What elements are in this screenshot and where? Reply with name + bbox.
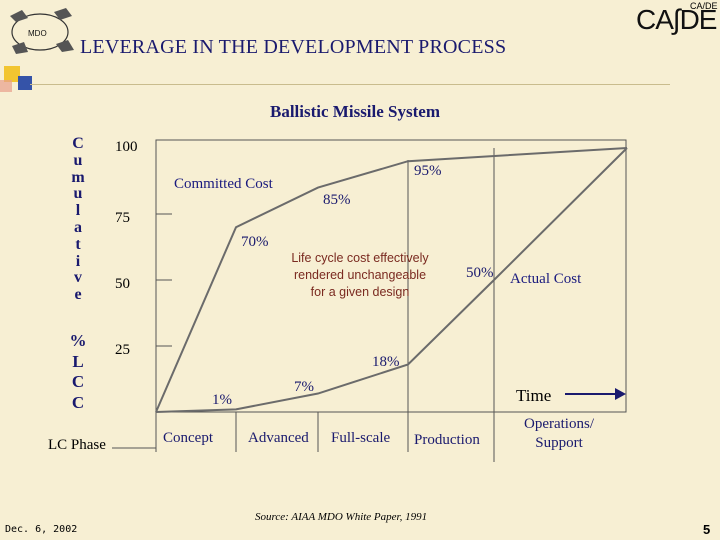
y-axis-letter: C [71, 372, 85, 391]
series-label-committed: Committed Cost [174, 176, 273, 192]
data-label-50: 50% [466, 265, 494, 281]
x-axis-phase-label: LC Phase [48, 437, 106, 453]
y-axis-label-lcc: % L C C [68, 331, 88, 413]
accent-square-blue [18, 76, 32, 90]
data-label-18: 18% [372, 354, 400, 370]
data-label-1: 1% [212, 392, 232, 408]
data-label-70: 70% [241, 234, 269, 250]
phase-label-operations: Operations/ Support [524, 416, 594, 451]
svg-text:MDO: MDO [28, 29, 47, 38]
chart-title: Ballistic Missile System [270, 102, 440, 121]
y-axis-letter: L [72, 351, 84, 371]
cade-logo-small: CA/DE [690, 1, 718, 11]
y-tick-label: 75 [115, 210, 130, 226]
y-axis-letter: u [73, 185, 83, 203]
series-line-actual-cost [155, 147, 628, 413]
y-axis-letter: C [72, 135, 84, 152]
y-tick-label: 50 [115, 276, 130, 292]
y-axis-letter: m [71, 168, 85, 186]
phase-label-advanced: Advanced [248, 430, 309, 446]
footer-date: Dec. 6, 2002 [5, 524, 78, 535]
header-divider [30, 84, 670, 85]
time-arrow-head [615, 388, 626, 400]
phase-label-concept: Concept [163, 430, 213, 446]
y-axis-letter: C [71, 392, 85, 412]
y-tick-label: 25 [115, 342, 130, 358]
data-label-7: 7% [294, 379, 314, 395]
source-citation: Source: AIAA MDO White Paper, 1991 [255, 511, 428, 523]
cade-logo: CA∫DE [636, 4, 717, 35]
y-axis-letter: % [69, 331, 87, 350]
accent-square-yellow [4, 66, 20, 82]
mdo-logo-icon: MDO [10, 8, 74, 54]
y-axis-letter: a [74, 218, 82, 236]
series-label-actual: Actual Cost [510, 271, 582, 287]
x-axis-label-time: Time [516, 386, 552, 405]
phase-label-fullscale: Full-scale [331, 430, 391, 446]
y-axis-letter: u [73, 151, 83, 169]
annotation-note: Life cycle cost effectively rendered unc… [291, 251, 429, 299]
plot-frame [155, 139, 627, 413]
y-axis-letter: t [75, 235, 81, 253]
page-number: 5 [703, 522, 711, 537]
y-tick-label: 100 [115, 139, 138, 155]
y-axis-letter: i [75, 252, 81, 270]
data-label-95: 95% [414, 163, 442, 179]
y-axis-letter: v [74, 269, 82, 287]
page-title: LEVERAGE IN THE DEVELOPMENT PROCESS [80, 36, 507, 58]
phase-label-production: Production [414, 432, 480, 448]
data-label-85: 85% [323, 192, 351, 208]
accent-square-pink [0, 80, 12, 92]
y-axis-letter: e [74, 286, 82, 304]
y-axis-letter: l [75, 202, 81, 220]
